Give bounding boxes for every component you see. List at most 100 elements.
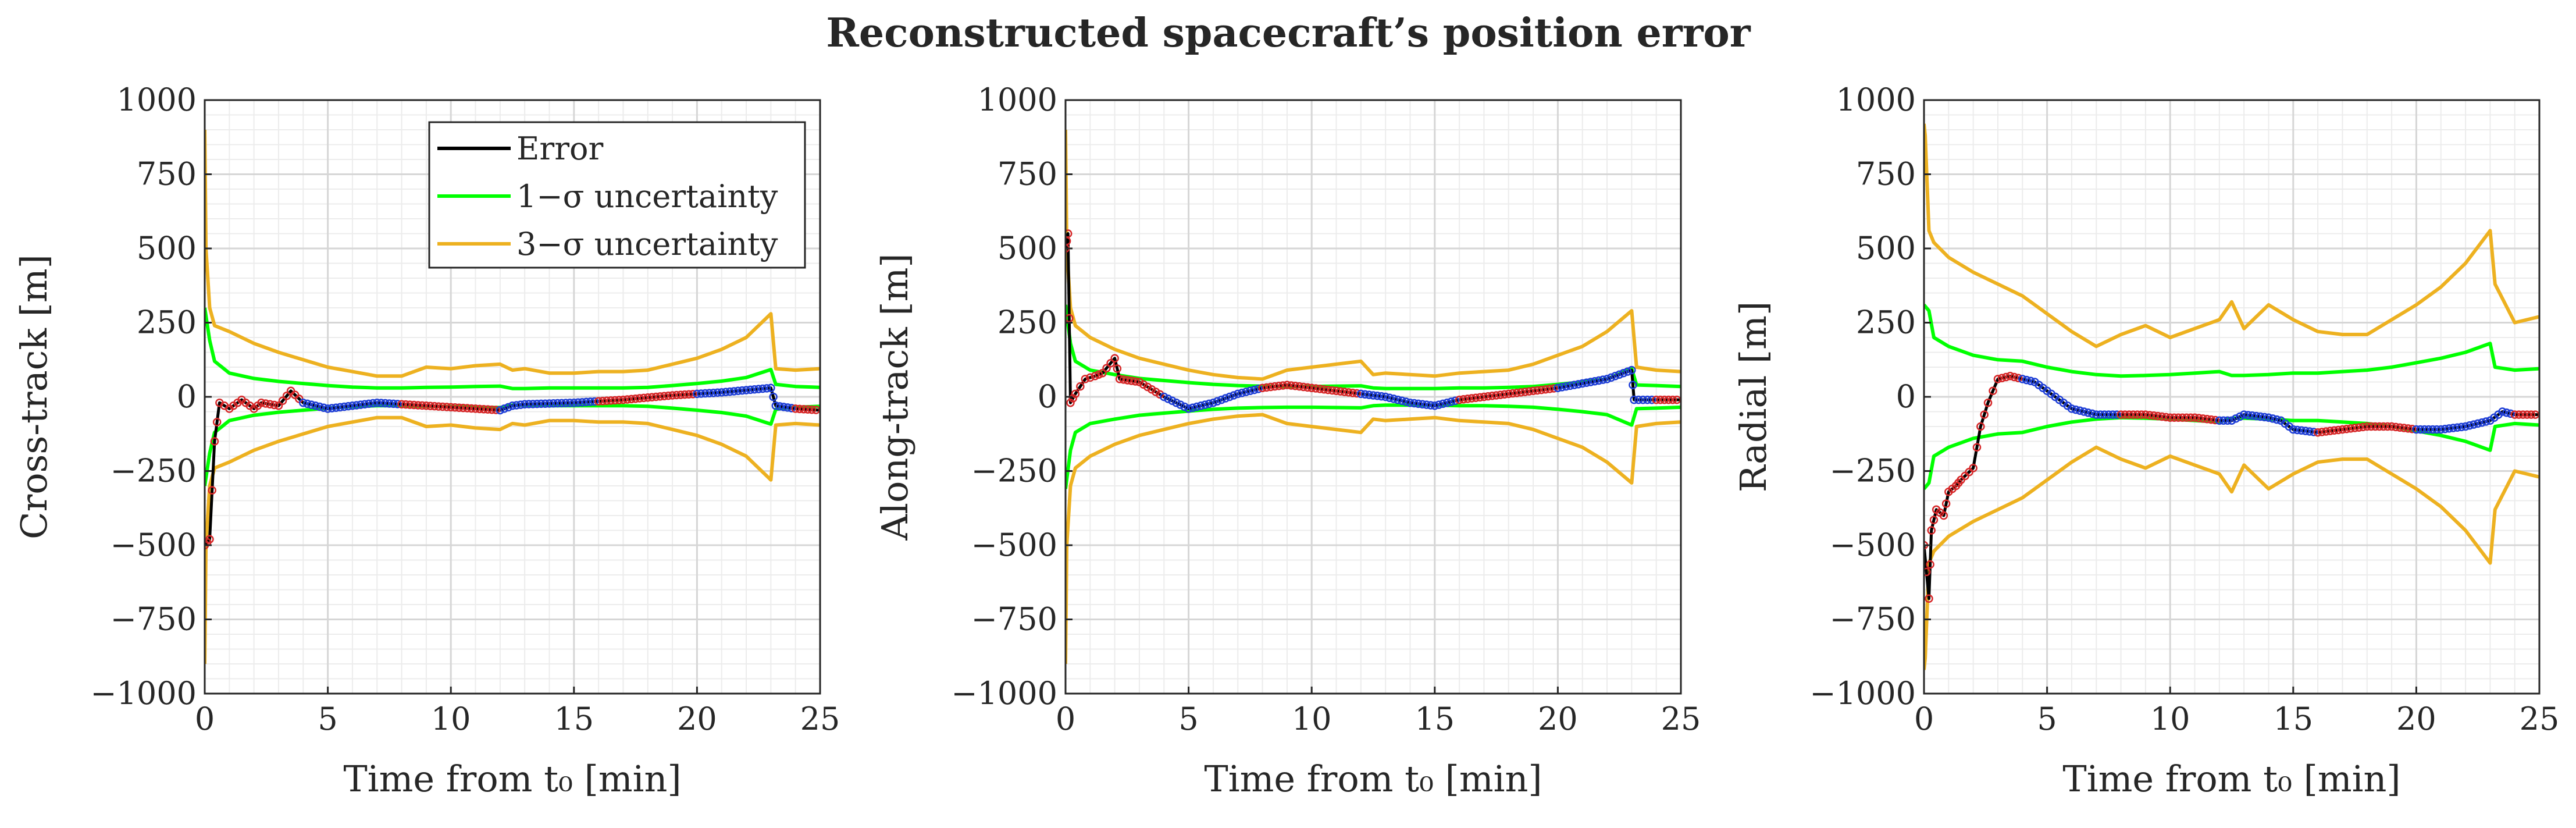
measurement-marker xyxy=(1394,395,1402,404)
measurement-marker xyxy=(1184,404,1193,413)
measurement-marker xyxy=(533,399,541,408)
measurement-marker xyxy=(1266,382,1275,392)
measurement-marker xyxy=(1398,396,1406,406)
y-axis-label: Along-track [m] xyxy=(874,253,916,541)
measurement-marker xyxy=(1328,386,1337,395)
measurement-marker xyxy=(619,395,628,404)
measurement-marker xyxy=(2350,424,2359,432)
measurement-marker xyxy=(2083,408,2093,417)
measurement-marker xyxy=(282,392,291,400)
measurement-marker xyxy=(2005,372,2015,381)
measurement-marker xyxy=(1233,389,1242,399)
measurement-marker xyxy=(1229,391,1238,400)
measurement-marker xyxy=(2404,424,2413,433)
measurement-marker xyxy=(1582,378,1591,388)
measurement-marker xyxy=(1242,388,1250,396)
measurement-marker xyxy=(1664,395,1673,404)
measurement-marker xyxy=(508,401,517,410)
measurement-marker xyxy=(676,390,685,399)
measurement-marker xyxy=(2026,376,2035,386)
measurement-marker xyxy=(2125,410,2133,419)
measurement-marker xyxy=(1164,395,1173,403)
measurement-marker xyxy=(372,398,382,407)
measurement-marker xyxy=(1972,443,1982,452)
measurement-marker xyxy=(1291,382,1300,390)
x-tick-label: 25 xyxy=(2520,701,2560,737)
measurement-marker xyxy=(2326,427,2335,435)
legend-label: 3−σ uncertainty xyxy=(516,226,778,262)
measurement-marker xyxy=(1295,382,1304,391)
measurement-marker xyxy=(2215,416,2224,425)
measurement-marker xyxy=(1488,392,1497,400)
measurement-marker xyxy=(2079,407,2089,416)
measurement-marker xyxy=(713,388,722,397)
measurement-marker xyxy=(2440,425,2450,433)
measurement-marker xyxy=(1225,392,1234,401)
measurement-marker xyxy=(1406,398,1415,407)
measurement-marker xyxy=(697,389,706,398)
measurement-marker xyxy=(438,402,447,411)
measurement-marker xyxy=(1119,375,1128,384)
measurement-marker xyxy=(2149,411,2158,420)
measurement-marker xyxy=(1254,385,1263,393)
measurement-marker xyxy=(2248,411,2257,420)
measurement-marker xyxy=(348,401,357,410)
measurement-marker xyxy=(1430,401,1440,410)
measurement-marker xyxy=(655,392,665,401)
measurement-marker xyxy=(2067,404,2076,413)
measurement-marker xyxy=(660,392,669,400)
measurement-marker xyxy=(725,387,735,396)
measurement-marker xyxy=(2289,425,2298,434)
measurement-marker xyxy=(1192,402,1201,411)
y-tick-label: −1000 xyxy=(951,675,1057,712)
measurement-marker xyxy=(1434,400,1444,409)
measurement-marker xyxy=(2297,426,2306,435)
measurement-marker xyxy=(529,400,537,408)
legend-label: 1−σ uncertainty xyxy=(516,178,778,215)
series-3sigma-upper xyxy=(1924,123,2539,349)
measurement-marker xyxy=(2342,425,2351,433)
measurement-marker xyxy=(2117,410,2125,419)
measurement-marker xyxy=(524,400,533,408)
measurement-marker xyxy=(1348,388,1357,397)
measurement-marker xyxy=(1594,376,1604,385)
measurement-marker xyxy=(2358,422,2367,432)
measurement-marker xyxy=(557,399,566,408)
measurement-marker xyxy=(2293,425,2302,435)
measurement-marker xyxy=(1606,373,1616,382)
measurement-marker xyxy=(705,389,714,397)
measurement-marker xyxy=(442,403,451,411)
measurement-marker xyxy=(1926,560,1934,569)
measurement-marker xyxy=(1209,398,1218,407)
measurement-marker xyxy=(1262,383,1271,392)
measurement-marker xyxy=(1385,393,1394,402)
measurement-marker xyxy=(360,400,369,408)
y-tick-label: −1000 xyxy=(1809,675,1916,712)
measurement-marker xyxy=(414,401,423,410)
measurement-marker xyxy=(1630,395,1638,404)
measurement-marker xyxy=(1516,388,1526,397)
measurement-marker xyxy=(381,399,390,408)
measurement-marker xyxy=(491,406,501,414)
measurement-marker xyxy=(2428,425,2437,434)
measurement-marker xyxy=(791,404,800,413)
measurement-marker xyxy=(2453,423,2462,432)
measurement-marker xyxy=(1332,386,1341,396)
measurement-marker xyxy=(1472,393,1480,402)
measurement-marker xyxy=(775,402,784,411)
y-tick-label: −500 xyxy=(111,527,197,563)
measurement-marker xyxy=(721,388,731,396)
measurement-marker xyxy=(2321,427,2331,436)
measurement-marker xyxy=(2391,422,2400,432)
measurement-marker xyxy=(1115,375,1124,383)
y-tick-label: 250 xyxy=(137,304,197,341)
measurement-marker xyxy=(364,399,373,408)
measurement-marker xyxy=(1541,385,1550,394)
measurement-marker xyxy=(651,392,661,401)
measurement-marker xyxy=(2022,375,2031,385)
x-axis-label: Time from t₀ [min] xyxy=(1204,758,1542,800)
measurement-marker xyxy=(1969,464,1978,472)
y-tick-label: −250 xyxy=(971,453,1057,489)
measurement-marker xyxy=(479,405,488,414)
